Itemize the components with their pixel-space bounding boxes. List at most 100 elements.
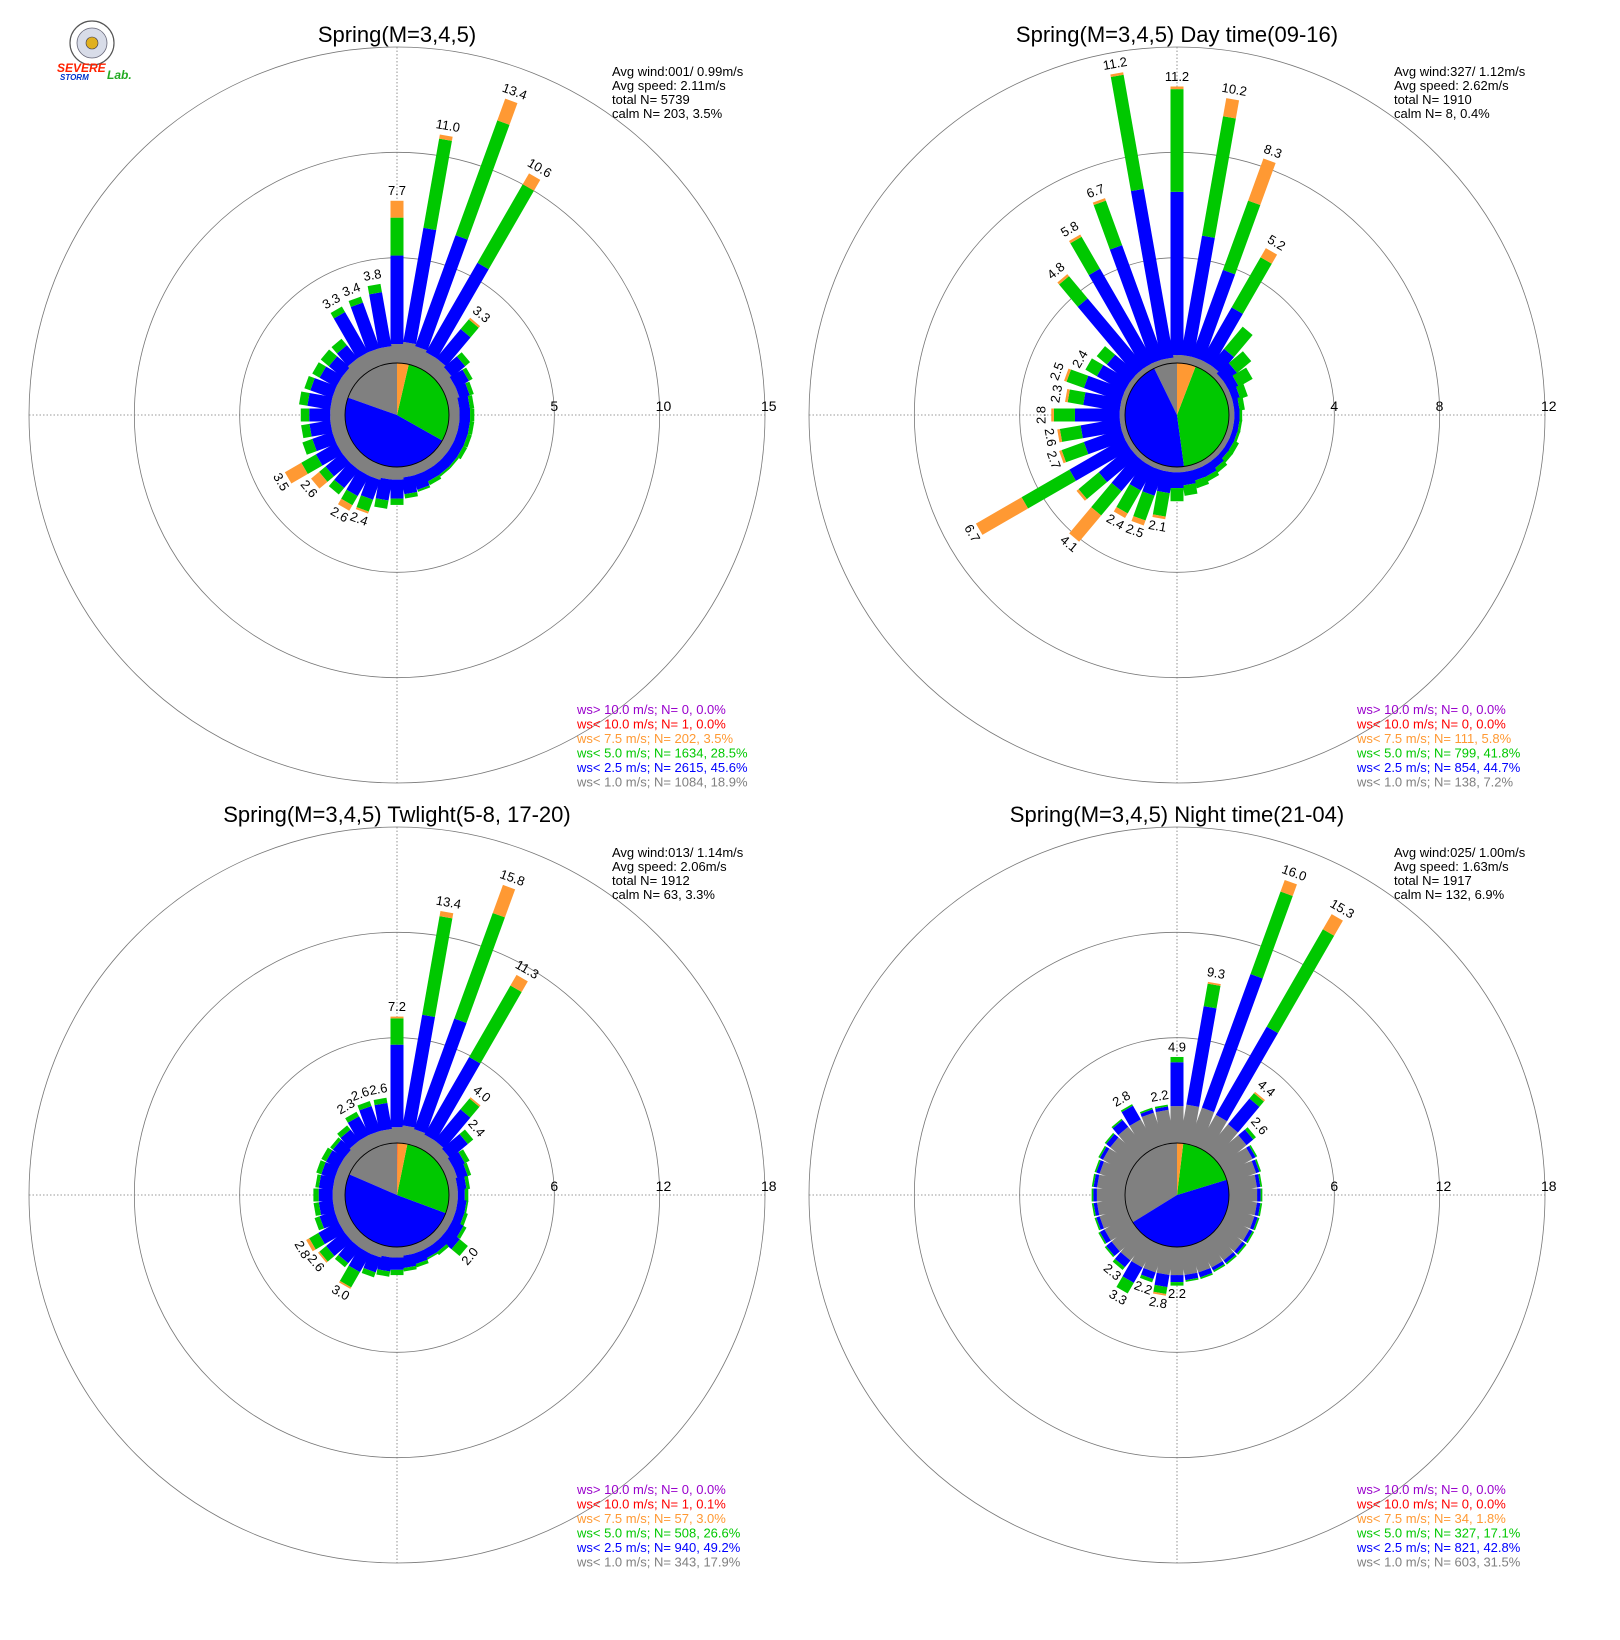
- bar-segment: [1083, 428, 1126, 455]
- bar-segment: [1225, 1254, 1237, 1265]
- bar-segment: [1153, 1284, 1168, 1295]
- direction-bar-220: [1112, 1230, 1149, 1270]
- bar-segment: [306, 1238, 316, 1252]
- bar-segment: [1111, 1223, 1142, 1252]
- bar-segment: [1085, 358, 1104, 377]
- bar-segment: [415, 235, 468, 351]
- bar-segment: [390, 200, 404, 218]
- bar-value-label: 8.3: [1262, 141, 1284, 161]
- bar-segment: [1212, 1135, 1247, 1167]
- bar-segment: [1110, 74, 1144, 192]
- direction-bar-50: [1212, 1127, 1256, 1167]
- ring-2: [913, 931, 1441, 1459]
- bar-segment: [436, 1244, 449, 1256]
- bar-segment: [1154, 1272, 1170, 1288]
- bar-value-label: 2.5: [1124, 521, 1146, 541]
- bar-segment: [367, 283, 382, 295]
- bar-segment: [1057, 274, 1069, 285]
- direction-bar-20: [1188, 158, 1276, 369]
- bar-segment: [458, 1149, 470, 1164]
- bar-segment: [439, 1229, 460, 1250]
- bar-segment: [463, 1162, 472, 1177]
- bar-segment: [1223, 1160, 1257, 1184]
- bar-segment: [332, 1139, 352, 1159]
- bar-segment: [1194, 476, 1209, 489]
- bar-segment: [975, 497, 1029, 535]
- bar-segment: [469, 985, 522, 1064]
- legend-entry: ws< 1.0 m/s; N= 1084, 18.9%: [576, 775, 748, 790]
- direction-bar-60: [1218, 1144, 1258, 1175]
- bar-segment: [339, 1265, 360, 1288]
- direction-bar-130: [1212, 1223, 1247, 1255]
- bar-segment: [469, 1097, 481, 1107]
- bar-segment: [1116, 1276, 1134, 1294]
- bar-segment: [1227, 440, 1239, 455]
- panel-title: Spring(M=3,4,5) Twlight(5-8, 17-20): [223, 802, 570, 827]
- bar-segment: [454, 912, 505, 1023]
- bar-segment: [1236, 383, 1248, 399]
- pie-slice: [1177, 1142, 1184, 1195]
- bar-segment: [1099, 1229, 1111, 1244]
- panel-title: Spring(M=3,4,5): [318, 22, 476, 47]
- direction-bar-210: [337, 456, 377, 511]
- direction-bar-0: [390, 200, 404, 363]
- legend-entry: ws< 7.5 m/s; N= 202, 3.5%: [576, 731, 734, 746]
- bar-segment: [1170, 472, 1184, 489]
- bar-segment: [1092, 198, 1106, 206]
- bar-segment: [1251, 1159, 1260, 1174]
- direction-bar-280: [315, 1174, 347, 1193]
- bar-segment: [1224, 326, 1253, 358]
- bar-segment: [1222, 200, 1261, 275]
- bar-segment: [1218, 1215, 1250, 1241]
- bar-segment: [1053, 408, 1075, 422]
- bar-value-label: 15.8: [498, 866, 527, 889]
- bar-segment: [1059, 425, 1083, 442]
- bar-value-label: 2.3: [1047, 384, 1065, 404]
- bar-segment: [422, 916, 453, 1017]
- bar-segment: [457, 1225, 467, 1239]
- severe-storm-lab-logo: SEVERE STORM Lab.: [57, 20, 132, 82]
- wind-rose-panel-1: 5 10 157.711.013.410.63.32.42.62.63.53.33.…: [28, 22, 777, 790]
- pie-slice: [1177, 363, 1196, 415]
- bar-segment: [1234, 408, 1240, 422]
- bar-segment: [1091, 482, 1122, 516]
- legend-entry: ws< 2.5 m/s; N= 821, 42.8%: [1356, 1540, 1521, 1555]
- bar-segment: [390, 479, 404, 499]
- direction-bar-200: [1131, 461, 1166, 526]
- direction-bar-240: [306, 1215, 356, 1252]
- bar-segment: [1220, 450, 1234, 464]
- bar-value-label: 11.2: [1102, 54, 1129, 73]
- bar-segment: [1257, 1188, 1261, 1202]
- bar-segment: [325, 452, 351, 477]
- direction-bar-40: [1205, 1091, 1266, 1160]
- pie-slice: [1132, 1179, 1229, 1247]
- bar-segment: [1170, 191, 1184, 356]
- bar-value-label: 2.2: [1149, 1087, 1169, 1105]
- bar-segment: [456, 352, 471, 367]
- bar-segment: [1213, 1264, 1226, 1273]
- bar-segment: [310, 378, 337, 399]
- ring-tick-label: 8: [1436, 398, 1444, 414]
- pie-slice: [1177, 366, 1229, 467]
- bar-segment: [349, 450, 369, 471]
- ring-tick-label: 10: [656, 398, 672, 414]
- bar-segment: [1170, 467, 1184, 473]
- bar-segment: [347, 1116, 370, 1142]
- bar-value-label: 3.8: [362, 266, 382, 284]
- bar-segment: [1153, 1291, 1167, 1296]
- ring-tick-label: 12: [656, 1178, 672, 1194]
- pie-slice: [1154, 363, 1177, 415]
- bar-segment: [1064, 368, 1071, 382]
- direction-bar-180: [390, 1247, 404, 1276]
- bar-segment: [401, 475, 418, 495]
- bar-segment: [1179, 1245, 1198, 1276]
- bar-segment: [1249, 1093, 1264, 1107]
- pie-slice: [397, 1144, 449, 1214]
- bar-segment: [1111, 454, 1146, 492]
- bar-segment: [1215, 1026, 1278, 1122]
- ring-tick-label: 5: [550, 398, 558, 414]
- bar-segment: [1096, 346, 1116, 365]
- bar-segment: [1260, 1188, 1263, 1202]
- legend-entry: ws< 1.0 m/s; N= 603, 31.5%: [1356, 1555, 1521, 1570]
- bar-segment: [455, 120, 510, 240]
